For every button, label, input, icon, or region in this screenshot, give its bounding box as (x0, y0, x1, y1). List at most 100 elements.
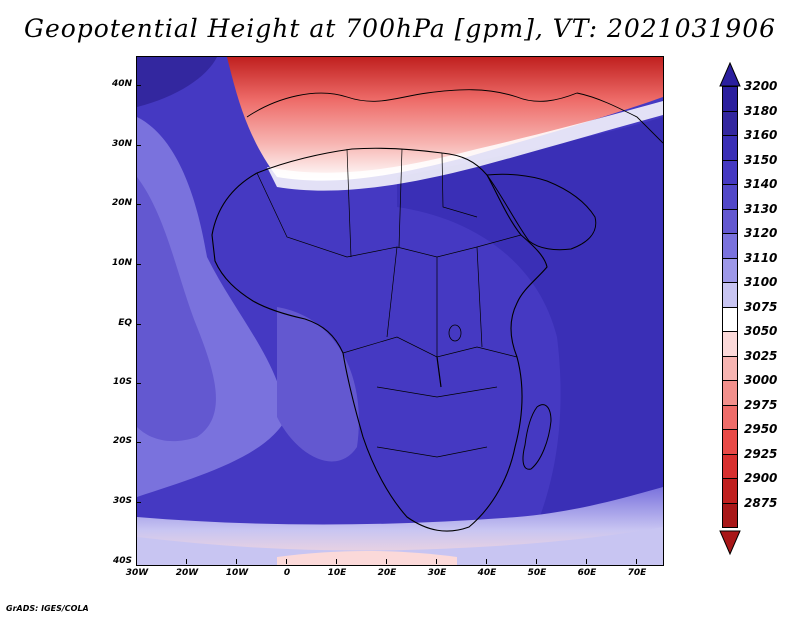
asia-coastline (576, 92, 663, 144)
lon-label-0: 0 (283, 568, 291, 578)
colorbar-segment (722, 429, 738, 455)
lat-tick (136, 383, 141, 384)
border-south-central (376, 386, 498, 398)
field-central-band (277, 307, 359, 462)
lat-tick (136, 502, 141, 503)
lon-label-50e: 50E (527, 568, 547, 578)
colorbar-level-label: 3180 (744, 103, 778, 118)
lat-label-10s: 10S (112, 377, 132, 387)
colorbar-level-label: 2925 (744, 446, 778, 461)
lake-tanganyika (436, 356, 442, 388)
border-libya-egypt (398, 148, 403, 248)
colorbar-level-label: 3100 (744, 275, 778, 289)
colorbar-bottom-arrow-shape (719, 530, 741, 556)
colorbar-level-label: 2875 (744, 495, 778, 510)
colorbar-level-label: 3160 (744, 128, 778, 142)
colorbar-level-label: 3025 (744, 348, 778, 363)
lon-label-20w: 20W (175, 568, 199, 578)
lon-tick (436, 559, 437, 564)
lat-label-40s: 40S (112, 556, 132, 566)
colorbar-level-label: 2950 (744, 422, 778, 436)
colorbar-level-label: 3150 (744, 152, 778, 167)
lon-tick (586, 559, 587, 564)
lon-tick (386, 559, 387, 564)
lon-label-70e: 70E (627, 568, 647, 578)
colorbar-level-label: 3130 (744, 201, 778, 216)
madagascar-coastline (522, 404, 552, 470)
colorbar-level-label: 3140 (744, 177, 778, 191)
colorbar-level-label: 3110 (744, 250, 778, 265)
lon-tick (636, 559, 637, 564)
colorbar-segment (722, 257, 738, 283)
lat-tick (136, 204, 141, 205)
colorbar-level-label: 3000 (744, 373, 778, 387)
chart-title: Geopotential Height at 700hPa [gpm], VT:… (23, 14, 777, 43)
lat-tick (136, 264, 141, 265)
colorbar-segment (722, 355, 738, 381)
field-north-ridge (227, 57, 663, 181)
border-algeria-libya (346, 148, 352, 258)
colorbar-segment (722, 233, 738, 259)
lat-label-20n: 20N (111, 198, 132, 208)
lon-label-10e: 10E (327, 568, 347, 578)
colorbar-level-label: 2975 (744, 397, 778, 412)
lat-tick (136, 85, 141, 86)
border-southern (376, 446, 488, 458)
geopotential-field-map (137, 57, 663, 565)
lon-label-40e: 40E (477, 568, 497, 578)
lon-label-10w: 10W (225, 568, 249, 578)
map-panel (136, 56, 664, 566)
colorbar-segment (722, 184, 738, 210)
lake-victoria (448, 324, 462, 342)
grads-credit: GrADS: IGES/COLA (6, 604, 89, 613)
border-egypt-sudan (441, 152, 478, 218)
lon-label-30w: 30W (125, 568, 149, 578)
border-meridional (386, 246, 483, 357)
arabia-coastline (486, 173, 597, 251)
lat-label-30n: 30N (111, 139, 132, 149)
lat-label-10n: 10N (111, 258, 132, 268)
lon-tick (236, 559, 237, 564)
colorbar (722, 86, 738, 528)
lon-tick (336, 559, 337, 564)
africa-coastline (211, 147, 548, 532)
colorbar-segment (722, 135, 738, 161)
lat-label-40n: 40N (111, 79, 132, 89)
mediterranean-coastline (246, 89, 578, 118)
field-south-pink (277, 551, 457, 565)
field-northwest-patch (137, 57, 217, 107)
colorbar-segment (722, 478, 738, 504)
colorbar-top-arrow-shape (719, 62, 741, 87)
colorbar-top-arrow (719, 62, 741, 87)
colorbar-segment (722, 208, 738, 234)
colorbar-bottom-arrow (719, 530, 741, 556)
lat-tick (136, 324, 141, 325)
colorbar-segment (722, 502, 738, 528)
colorbar-segment (722, 453, 738, 479)
field-south-light (137, 527, 663, 565)
colorbar-segment (722, 282, 738, 308)
colorbar-segment (722, 110, 738, 136)
lat-label-20s: 20S (112, 436, 132, 446)
colorbar-segment (722, 380, 738, 406)
colorbar-level-label: 3200 (744, 79, 778, 93)
colorbar-level-label: 3120 (744, 226, 778, 240)
colorbar-segment (722, 86, 738, 112)
field-north-transition (267, 101, 663, 191)
lon-tick (486, 559, 487, 564)
lon-label-20e: 20E (377, 568, 397, 578)
lon-tick (536, 559, 537, 564)
field-indian-ocean (397, 117, 663, 565)
lon-tick (286, 559, 287, 564)
lat-tick (136, 442, 141, 443)
colorbar-segment (722, 404, 738, 430)
field-atlantic-core (137, 177, 216, 442)
lon-label-30e: 30E (427, 568, 447, 578)
colorbar-level-label: 3050 (744, 324, 778, 338)
lat-tick (136, 145, 141, 146)
lat-label-eq: EQ (118, 318, 132, 328)
colorbar-segment (722, 331, 738, 357)
lon-tick (186, 559, 187, 564)
colorbar-segment (722, 159, 738, 185)
lat-label-30s: 30S (112, 496, 132, 506)
